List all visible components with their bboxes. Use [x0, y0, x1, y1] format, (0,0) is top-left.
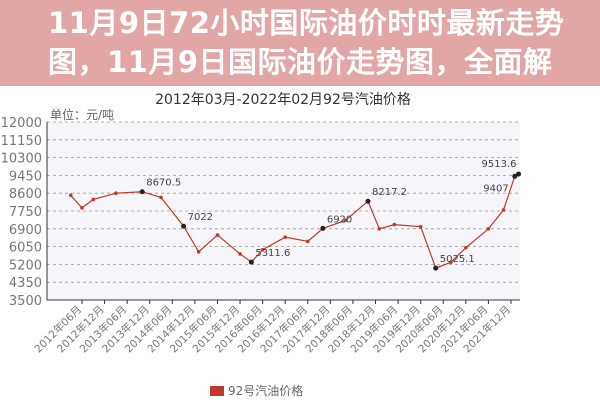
data-point	[91, 197, 96, 202]
overlay-headline-line2: 图，11月9日国际油价走势图，全面解	[48, 45, 553, 79]
y-tick-label: 6900	[9, 223, 42, 238]
data-point	[501, 208, 506, 212]
y-tick-label: 5200	[9, 258, 42, 273]
data-point	[283, 235, 288, 239]
y-tick-label: 6050	[9, 241, 42, 256]
data-point	[159, 195, 163, 200]
data-point	[68, 193, 73, 198]
y-tick-label: 11150	[1, 134, 42, 149]
data-label: 8217.2	[372, 187, 407, 198]
data-point	[343, 218, 348, 223]
y-tick-label: 12000	[1, 116, 42, 131]
data-point	[486, 227, 491, 231]
overlay-headline-line1: 11月9日72小时国际油价时时最新走势	[48, 6, 565, 40]
data-point	[392, 222, 397, 227]
y-tick-label: 8600	[9, 187, 42, 202]
labeled-point-marker	[433, 265, 439, 271]
data-point	[377, 227, 382, 231]
labeled-point-marker	[181, 223, 187, 229]
legend-label: 92号汽油价格	[228, 383, 303, 398]
data-label: 6920	[327, 214, 352, 225]
data-point	[114, 191, 118, 195]
y-tick-label: 10300	[1, 152, 42, 167]
y-tick-label: 7750	[9, 205, 42, 220]
labeled-point-marker	[516, 171, 522, 177]
data-label: 9407	[483, 183, 508, 194]
data-point	[464, 245, 468, 250]
labeled-point-marker	[512, 173, 518, 179]
data-label: 8670.5	[146, 178, 181, 189]
labeled-point-marker	[365, 198, 371, 204]
data-point	[418, 224, 423, 229]
data-point	[215, 233, 220, 237]
legend: 92号汽油价格	[210, 383, 303, 398]
data-label: 5025.1	[440, 254, 475, 265]
data-point	[305, 239, 310, 244]
labeled-point-marker	[248, 259, 254, 265]
y-tick-label: 9450	[9, 169, 42, 184]
data-label: 9513.6	[482, 159, 517, 170]
chart-title: 2012年03月-2022年02月92号汽油价格	[155, 92, 411, 108]
title-overlay-banner: 11月9日72小时国际油价时时最新走势 图，11月9日国际油价走势图，全面解	[0, 0, 600, 86]
data-point	[448, 260, 453, 265]
y-tick-label: 4350	[9, 276, 42, 291]
labeled-point-marker	[320, 225, 326, 231]
legend-swatch	[210, 386, 224, 396]
labeled-point-marker	[139, 189, 145, 195]
data-label: 7022	[188, 212, 213, 223]
data-point	[260, 247, 265, 252]
y-tick-label: 3500	[9, 294, 42, 309]
data-point	[196, 250, 201, 254]
data-point	[80, 206, 84, 210]
unit-label: 单位：元/吨	[50, 107, 114, 122]
data-label: 5311.6	[255, 248, 290, 259]
data-point	[238, 252, 242, 256]
